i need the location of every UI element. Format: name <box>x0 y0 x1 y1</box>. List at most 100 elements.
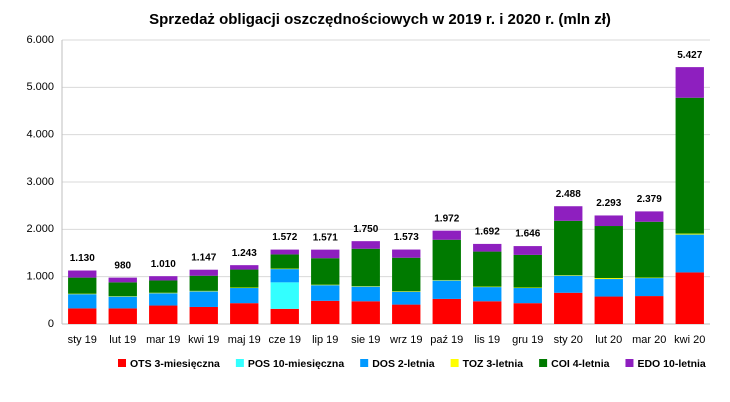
x-tick-label: maj 19 <box>228 334 261 346</box>
bar-segment <box>108 277 137 283</box>
chart-title: Sprzedaż obligacji oszczędnościowych w 2… <box>149 11 611 28</box>
bar-segment <box>513 288 542 304</box>
bar-segment <box>594 226 623 279</box>
legend-swatch <box>118 359 126 367</box>
bar-segment <box>554 220 583 276</box>
legend-label: EDO 10-letnia <box>637 358 705 370</box>
bar-segment <box>675 233 704 235</box>
bar-segment <box>594 279 623 297</box>
total-label: 5.427 <box>677 50 702 61</box>
bar-segment <box>392 249 421 258</box>
legend-label: DOS 2-letnia <box>372 358 435 370</box>
total-label: 980 <box>114 260 131 271</box>
bar-segment <box>351 241 380 249</box>
y-tick-label: 3.000 <box>26 176 54 188</box>
bar-segment <box>675 272 704 324</box>
x-tick-label: sty 19 <box>68 334 97 346</box>
bar-segment <box>473 243 502 252</box>
bar-segment <box>149 280 178 293</box>
bar-segment <box>149 305 178 324</box>
x-tick-label: mar 19 <box>146 334 180 346</box>
bar-segment <box>594 296 623 324</box>
bar-segment <box>189 269 218 276</box>
bar-segment <box>351 286 380 302</box>
bar-segment <box>392 304 421 324</box>
bar-segment <box>675 67 704 98</box>
legend-label: COI 4-letnia <box>551 358 610 370</box>
bar-segment <box>230 303 259 324</box>
total-label: 1.573 <box>394 232 419 243</box>
bar-segment <box>270 282 299 309</box>
bar-segment <box>392 257 421 292</box>
bar-segment <box>351 248 380 287</box>
bar-segment <box>311 249 340 259</box>
legend-swatch <box>360 359 369 367</box>
bar-segment <box>230 288 259 304</box>
legend-label: OTS 3-miesięczna <box>130 358 220 370</box>
x-tick-label: kwi 20 <box>674 334 705 346</box>
x-tick-label: kwi 19 <box>188 334 219 346</box>
bar-segment <box>554 275 583 293</box>
x-tick-label: lis 19 <box>474 334 500 346</box>
bar-segment <box>635 221 664 278</box>
bar-segment <box>311 285 340 301</box>
x-tick-label: gru 19 <box>512 334 543 346</box>
x-tick-label: sie 19 <box>351 334 380 346</box>
bar-segment <box>311 258 340 285</box>
legend-swatch <box>235 359 244 367</box>
bar-segment <box>675 97 704 234</box>
bar-segment <box>68 270 97 278</box>
bar-segment <box>635 211 664 222</box>
x-tick-label: lut 20 <box>595 334 622 346</box>
bar-segment <box>432 230 461 240</box>
bar-segment <box>108 296 137 309</box>
total-label: 1.972 <box>434 213 459 224</box>
total-label: 1.147 <box>191 252 216 263</box>
bar-segment <box>432 280 461 299</box>
bar-segment <box>189 275 218 291</box>
bar-segment <box>68 277 97 294</box>
bar-segment <box>108 308 137 324</box>
bar-segment <box>189 291 218 307</box>
y-tick-label: 6.000 <box>26 34 54 46</box>
x-tick-label: sty 20 <box>554 334 583 346</box>
y-tick-label: 0 <box>48 318 54 330</box>
legend-swatch <box>450 359 459 367</box>
bar-segment <box>635 278 664 297</box>
bar-segment <box>189 306 218 324</box>
bar-segment <box>473 251 502 287</box>
bar-segment <box>351 301 380 324</box>
bar-segment <box>68 294 97 309</box>
bar-segment <box>149 293 178 306</box>
y-tick-label: 5.000 <box>26 81 54 93</box>
x-tick-label: cze 19 <box>269 334 301 346</box>
total-label: 2.379 <box>637 194 662 205</box>
legend-swatch <box>539 359 548 367</box>
bar-segment <box>270 249 299 255</box>
legend-label: TOZ 3-letnia <box>463 358 524 370</box>
bar-segment <box>513 246 542 255</box>
y-tick-label: 4.000 <box>26 129 54 141</box>
total-label: 1.243 <box>232 248 257 259</box>
x-tick-label: mar 20 <box>632 334 666 346</box>
x-tick-label: paź 19 <box>430 334 463 346</box>
total-label: 1.692 <box>475 227 500 238</box>
bar-segment <box>635 296 664 324</box>
bar-segment <box>392 291 421 305</box>
bar-segment <box>108 282 137 297</box>
total-label: 1.750 <box>353 224 378 235</box>
x-tick-label: lut 19 <box>109 334 136 346</box>
bar-segment <box>270 308 299 324</box>
bar-segment <box>473 287 502 302</box>
y-tick-label: 1.000 <box>26 271 54 283</box>
y-tick-label: 2.000 <box>26 223 54 235</box>
bar-segment <box>473 301 502 324</box>
bar-segment <box>554 206 583 221</box>
bar-segment <box>513 254 542 288</box>
legend-swatch <box>625 359 634 367</box>
bar-segment <box>230 269 259 288</box>
bar-segment <box>230 265 259 270</box>
total-label: 2.488 <box>556 189 581 200</box>
total-label: 2.293 <box>596 198 621 209</box>
